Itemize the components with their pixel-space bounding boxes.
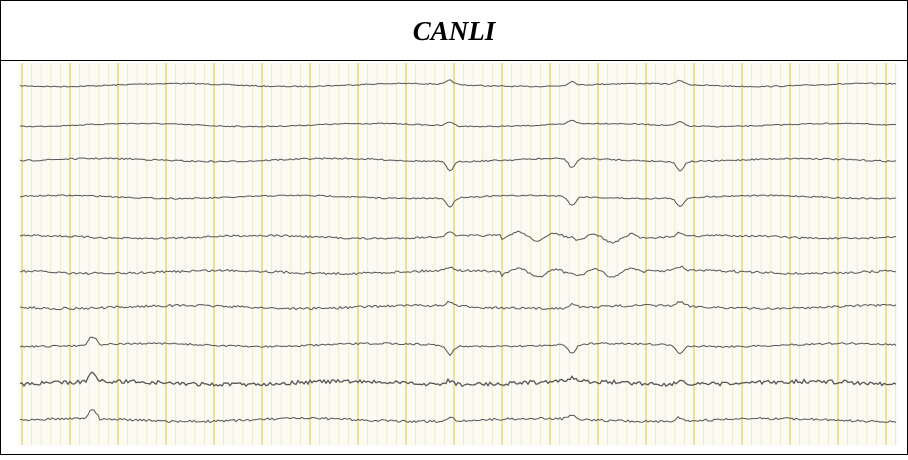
- eeg-paper: [18, 63, 898, 445]
- eeg-trace: [19, 157, 897, 172]
- eeg-traces: [19, 79, 897, 424]
- header-title: CANLI: [413, 16, 497, 46]
- eeg-trace: [19, 119, 897, 128]
- eeg-trace: [19, 230, 897, 244]
- eeg-trace: [19, 79, 897, 88]
- eeg-trace: [19, 300, 897, 311]
- eeg-trace: [19, 336, 897, 357]
- eeg-trace: [19, 371, 897, 388]
- eeg-trace: [19, 194, 897, 208]
- eeg-trace: [19, 265, 897, 278]
- eeg-trace: [19, 409, 897, 424]
